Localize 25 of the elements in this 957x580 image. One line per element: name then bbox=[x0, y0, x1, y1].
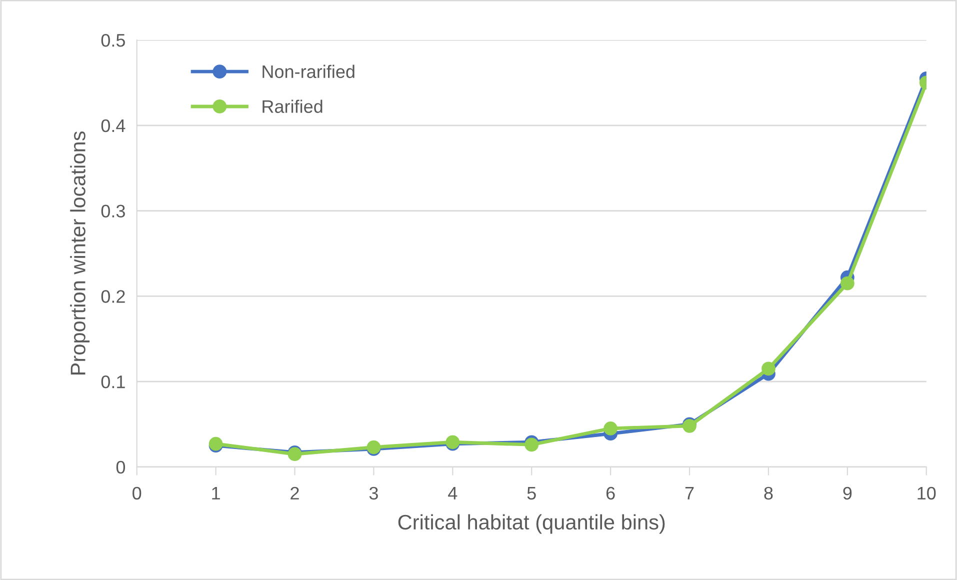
x-axis-title: Critical habitat (quantile bins) bbox=[398, 514, 665, 534]
x-tick-label: 3 bbox=[369, 486, 378, 500]
y-axis-title: Proportion winter locations bbox=[70, 131, 90, 374]
point bbox=[604, 422, 618, 436]
point bbox=[762, 362, 776, 376]
x-tick-label: 1 bbox=[212, 487, 220, 500]
y-tick-label: 0 bbox=[116, 460, 126, 474]
legend-label: Rarified bbox=[262, 100, 322, 113]
y-tick-label: 0.2 bbox=[101, 290, 125, 303]
y-tick-label: 0.4 bbox=[101, 119, 126, 132]
x-tick-label: 2 bbox=[290, 486, 299, 500]
x-tick-label: 9 bbox=[843, 486, 852, 500]
legend-label: Non-rarified bbox=[262, 64, 354, 78]
x-tick-label: 8 bbox=[764, 486, 773, 500]
x-tick-label: 10 bbox=[918, 486, 936, 500]
point bbox=[840, 276, 854, 290]
x-tick-label: 4 bbox=[448, 487, 458, 500]
x-tick-label: 7 bbox=[685, 487, 694, 500]
point bbox=[524, 438, 539, 452]
y-tick-label: 0.5 bbox=[101, 34, 125, 47]
y-tick-label: 0.1 bbox=[101, 375, 125, 388]
x-tick-label: 5 bbox=[527, 487, 536, 500]
x-tick-label: 6 bbox=[606, 486, 615, 500]
y-tick-label: 0.3 bbox=[101, 204, 125, 218]
x-tick-label: 0 bbox=[132, 486, 142, 500]
